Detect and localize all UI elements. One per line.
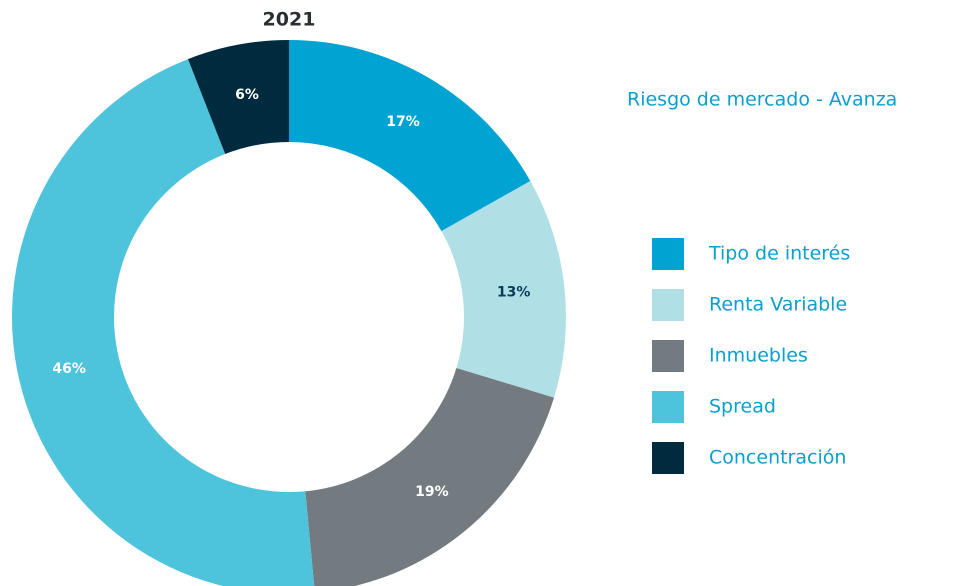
legend-label: Renta Variable [709,294,847,316]
data-label: 6% [235,87,259,103]
data-label: 19% [415,484,449,500]
legend-label: Spread [709,396,776,418]
legend-title: Riesgo de mercado - Avanza [627,89,897,111]
legend-swatch [652,238,684,270]
data-label: 46% [52,361,86,377]
legend-label: Tipo de interés [708,243,850,265]
legend-swatch [652,289,684,321]
chart-title: 2021 [263,9,316,31]
legend-label: Inmuebles [709,345,808,367]
data-label: 13% [497,284,531,300]
legend-label: Concentración [709,447,846,469]
legend-swatch [652,340,684,372]
donut-slice [12,59,315,586]
donut-slice [187,40,289,155]
donut-slice [441,180,566,398]
data-label: 17% [386,114,420,130]
legend-swatch [652,391,684,423]
legend-swatch [652,442,684,474]
donut-slice [305,367,554,586]
donut-slice [289,40,531,232]
